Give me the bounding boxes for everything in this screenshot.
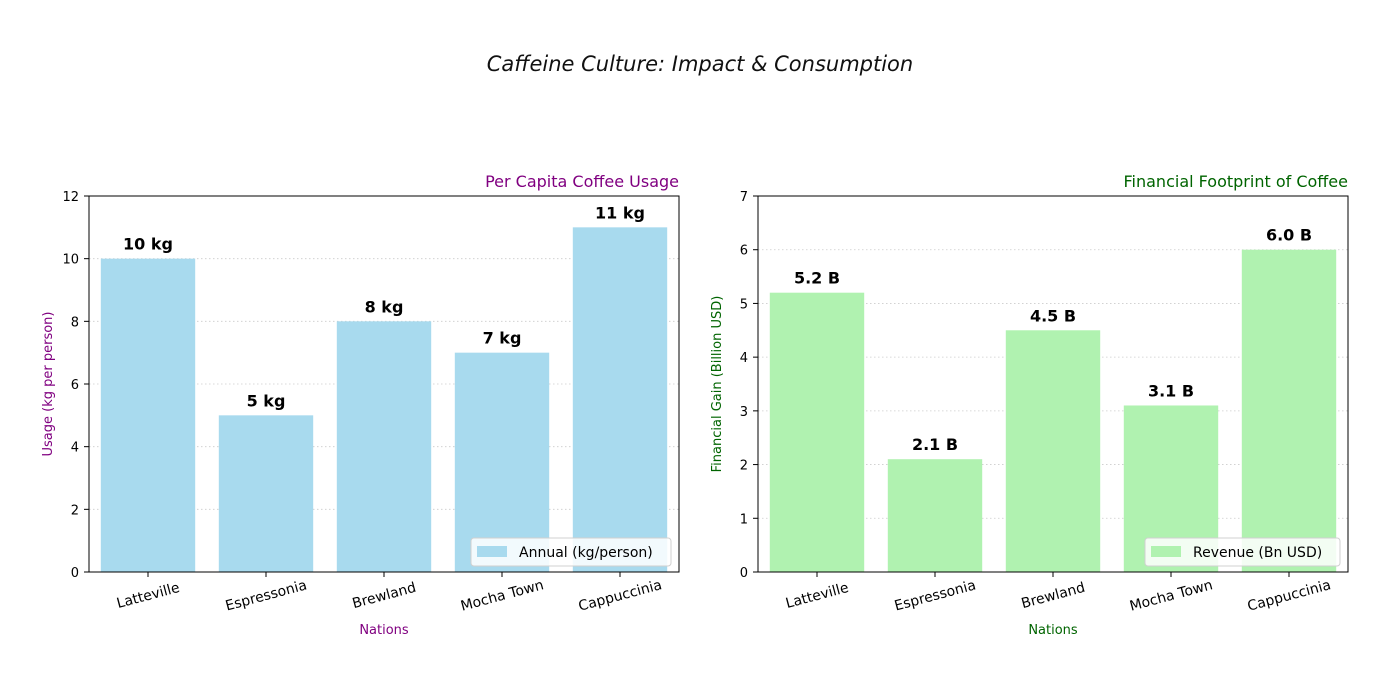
- x-tick-label: Mocha Town: [459, 577, 546, 615]
- y-tick-label: 1: [740, 512, 748, 527]
- data-label: 5.2 B: [794, 269, 840, 288]
- x-tick-label: Espressonia: [893, 577, 978, 614]
- x-tick-label: Espressonia: [224, 577, 309, 614]
- y-tick-label: 5: [740, 297, 748, 312]
- y-axis-label: Financial Gain (Billion USD): [710, 296, 725, 473]
- legend-label: Revenue (Bn USD): [1193, 545, 1322, 561]
- data-label: 4.5 B: [1030, 306, 1076, 325]
- chart-panel-1: 0 2 4 6 8 10 12 10 kg Latteville 5 kg Espressonia 8…: [41, 172, 680, 638]
- page-title: Caffeine Culture: Impact & Consumption: [486, 52, 914, 76]
- bar: [572, 227, 668, 573]
- bar: [1005, 330, 1101, 572]
- x-tick-label: Latteville: [784, 580, 850, 612]
- axes-frame: [757, 195, 1349, 573]
- x-tick-label: Cappuccinia: [577, 577, 664, 615]
- y-tick-label: 6: [740, 244, 748, 259]
- x-tick-label: Cappuccinia: [1246, 577, 1333, 615]
- y-tick-label: 4: [740, 351, 748, 366]
- y-tick-label: 0: [740, 566, 748, 581]
- y-tick-label: 10: [62, 253, 79, 268]
- data-label: 10 kg: [123, 235, 173, 254]
- x-tick-label: Brewland: [351, 580, 418, 612]
- chart-panel-2: 0 1 2 3 4 5 6 7 5.2 B Latteville 2.1 B Espressonia 4…: [710, 172, 1349, 638]
- bar: [769, 292, 865, 572]
- x-axis-label: Nations: [1028, 623, 1078, 638]
- legend: Revenue (Bn USD): [1144, 537, 1341, 567]
- y-tick-label: 0: [71, 566, 79, 581]
- legend-box: [470, 537, 672, 567]
- legend-label: Annual (kg/person): [519, 545, 653, 561]
- y-tick-label: 8: [71, 315, 79, 330]
- bar: [1241, 249, 1337, 572]
- y-tick-label: 6: [71, 378, 79, 393]
- data-label: 11 kg: [595, 203, 645, 222]
- y-tick-label: 2: [740, 459, 748, 474]
- y-tick-label: 3: [740, 405, 748, 420]
- legend-swatch: [477, 546, 507, 557]
- y-tick-label: 7: [740, 190, 748, 205]
- y-tick-label: 12: [62, 190, 79, 205]
- chart-title: Financial Footprint of Coffee: [1124, 172, 1349, 191]
- bar: [100, 258, 196, 572]
- x-tick-label: Brewland: [1020, 580, 1087, 612]
- y-tick-label: 2: [71, 503, 79, 518]
- bar: [887, 459, 983, 572]
- data-label: 7 kg: [483, 329, 522, 348]
- bar: [336, 321, 432, 572]
- y-tick-label: 4: [71, 441, 79, 456]
- data-label: 5 kg: [247, 391, 286, 410]
- x-tick-label: Mocha Town: [1128, 577, 1215, 615]
- data-label: 8 kg: [365, 297, 404, 316]
- y-axis-label: Usage (kg per person): [41, 312, 56, 457]
- legend-box: [1144, 537, 1341, 567]
- data-label: 6.0 B: [1266, 226, 1312, 245]
- chart-title: Per Capita Coffee Usage: [485, 172, 679, 191]
- x-tick-label: Latteville: [115, 580, 181, 612]
- legend: Annual (kg/person): [470, 537, 672, 567]
- legend-swatch: [1151, 546, 1181, 557]
- x-axis-label: Nations: [359, 623, 409, 638]
- bar: [454, 352, 550, 572]
- data-label: 3.1 B: [1148, 381, 1194, 400]
- data-label: 2.1 B: [912, 435, 958, 454]
- bar: [218, 415, 314, 572]
- axes-frame: [88, 195, 680, 573]
